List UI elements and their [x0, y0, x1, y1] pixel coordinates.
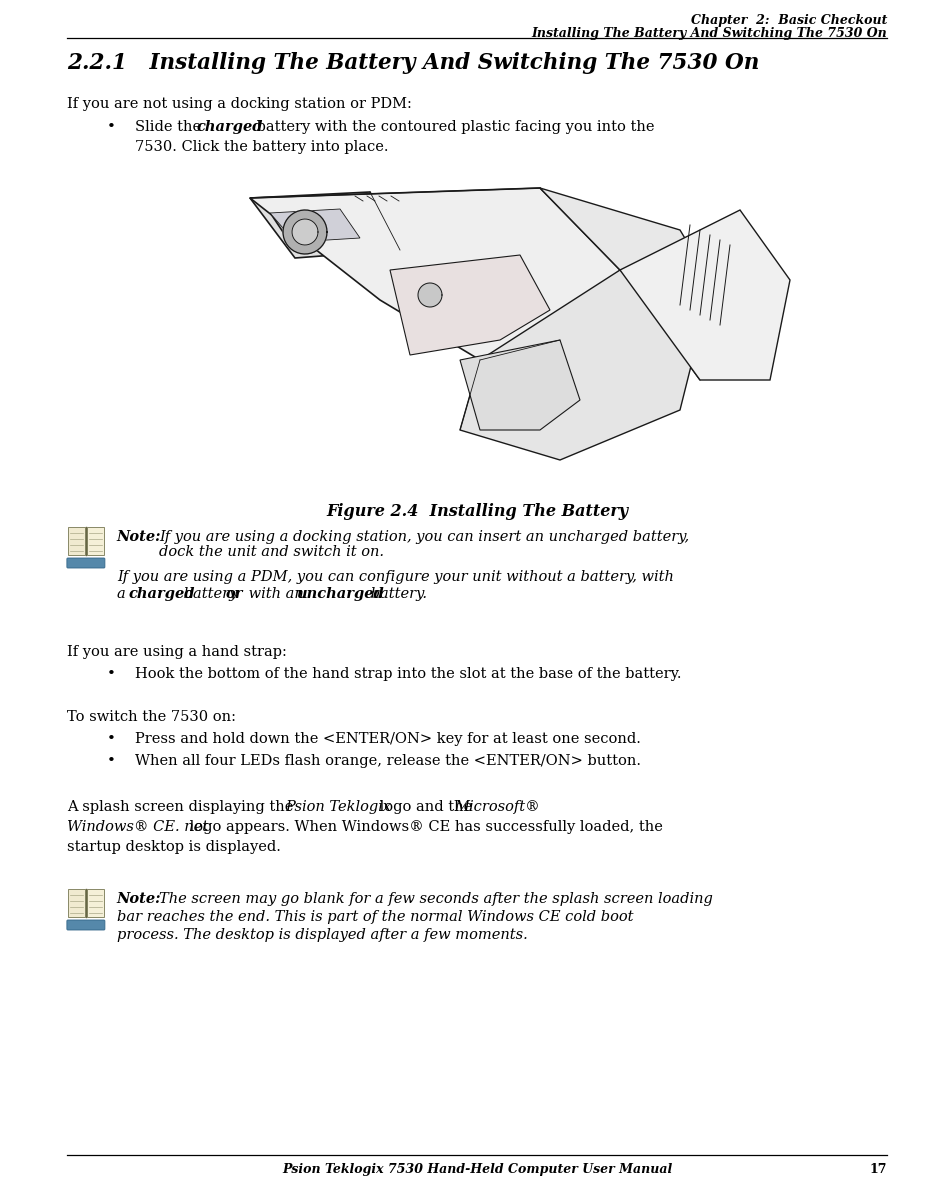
Polygon shape [459, 340, 579, 430]
Text: Figure 2.4  Installing The Battery: Figure 2.4 Installing The Battery [326, 503, 627, 519]
Text: bar reaches the end. This is part of the normal Windows CE cold boot: bar reaches the end. This is part of the… [117, 910, 633, 924]
Text: logo appears. When Windows® CE has successfully loaded, the: logo appears. When Windows® CE has succe… [185, 820, 662, 834]
Polygon shape [87, 527, 104, 555]
Polygon shape [270, 209, 360, 242]
Text: Psion Teklogix 7530 Hand-Held Computer User Manual: Psion Teklogix 7530 Hand-Held Computer U… [281, 1163, 672, 1175]
Text: Hook the bottom of the hand strap into the slot at the base of the battery.: Hook the bottom of the hand strap into t… [135, 667, 680, 681]
Text: If you are using a hand strap:: If you are using a hand strap: [67, 645, 287, 660]
Text: charged: charged [197, 120, 263, 134]
Text: •: • [107, 667, 116, 681]
Text: Note:: Note: [117, 530, 161, 543]
Polygon shape [283, 209, 327, 254]
Text: Psion Teklogix: Psion Teklogix [285, 800, 391, 814]
Polygon shape [264, 200, 375, 250]
Text: battery.: battery. [366, 587, 427, 601]
Text: charged: charged [129, 587, 195, 601]
Polygon shape [459, 271, 699, 460]
Text: Windows® CE. net: Windows® CE. net [67, 820, 208, 834]
Polygon shape [619, 209, 789, 379]
Text: logo and the: logo and the [375, 800, 476, 814]
Text: 17: 17 [869, 1163, 886, 1175]
FancyBboxPatch shape [67, 920, 105, 930]
Text: a: a [117, 587, 130, 601]
Polygon shape [291, 219, 317, 245]
Text: •: • [107, 754, 116, 768]
Polygon shape [68, 527, 84, 555]
Text: •: • [107, 733, 116, 746]
Text: Chapter  2:  Basic Checkout: Chapter 2: Basic Checkout [690, 14, 886, 28]
Text: uncharged: uncharged [296, 587, 383, 601]
Polygon shape [250, 192, 400, 259]
Text: process. The desktop is displayed after a few moments.: process. The desktop is displayed after … [117, 928, 527, 942]
Polygon shape [87, 889, 104, 917]
Text: If you are not using a docking station or PDM:: If you are not using a docking station o… [67, 97, 411, 111]
Text: Press and hold down the <ENTER/ON> key for at least one second.: Press and hold down the <ENTER/ON> key f… [135, 733, 640, 746]
Text: The screen may go blank for a few seconds after the splash screen loading: The screen may go blank for a few second… [159, 892, 712, 906]
Polygon shape [68, 889, 84, 917]
Text: or: or [226, 587, 243, 601]
Text: Slide the: Slide the [135, 120, 205, 134]
Text: Installing The Battery And Switching The 7530 On: Installing The Battery And Switching The… [531, 28, 886, 40]
Text: 7530. Click the battery into place.: 7530. Click the battery into place. [135, 140, 388, 154]
Text: dock the unit and switch it on.: dock the unit and switch it on. [159, 545, 383, 559]
Text: battery with the contoured plastic facing you into the: battery with the contoured plastic facin… [251, 120, 653, 134]
Polygon shape [390, 255, 549, 356]
Text: with an: with an [244, 587, 308, 601]
Text: •: • [107, 120, 116, 134]
Text: If you are using a docking station, you can insert an uncharged battery,: If you are using a docking station, you … [159, 530, 689, 543]
Polygon shape [277, 207, 357, 247]
Text: When all four LEDs flash orange, release the <ENTER/ON> button.: When all four LEDs flash orange, release… [135, 754, 640, 768]
Text: startup desktop is displayed.: startup desktop is displayed. [67, 840, 280, 853]
FancyBboxPatch shape [67, 558, 105, 569]
Text: Microsoft®: Microsoft® [454, 800, 539, 814]
Text: A splash screen displaying the: A splash screen displaying the [67, 800, 298, 814]
Text: If you are using a PDM, you can configure your unit without a battery, with: If you are using a PDM, you can configur… [117, 570, 673, 584]
Polygon shape [250, 188, 619, 360]
Text: Note:: Note: [117, 892, 161, 906]
Text: To switch the 7530 on:: To switch the 7530 on: [67, 710, 236, 724]
Polygon shape [539, 188, 740, 379]
Text: 2.2.1   Installing The Battery And Switching The 7530 On: 2.2.1 Installing The Battery And Switchi… [67, 51, 758, 74]
Polygon shape [418, 282, 442, 306]
Text: battery: battery [179, 587, 241, 601]
